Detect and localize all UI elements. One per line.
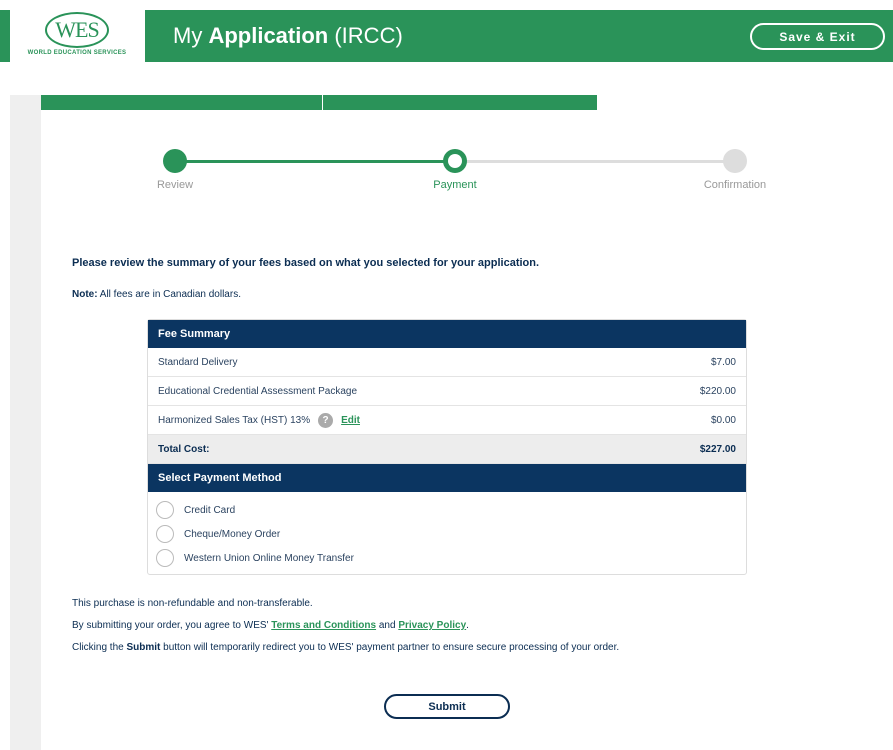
fee-summary-table: Fee Summary Standard Delivery $7.00 Educa…: [147, 319, 747, 575]
payment-method-header: Select Payment Method: [148, 464, 746, 492]
agreement-prefix: By submitting your order, you agree to W…: [72, 620, 272, 631]
app-header: My Application (IRCC) Save & Exit: [145, 10, 893, 62]
redirect-submit-word: Submit: [126, 642, 161, 653]
fee-amount: $7.00: [710, 357, 736, 368]
total-label: Total Cost:: [158, 444, 210, 455]
content-card: Review Payment Confirmation Please revie…: [41, 95, 853, 750]
stepper-line-pending: [455, 160, 735, 163]
payment-option-western-union[interactable]: Western Union Online Money Transfer: [148, 546, 746, 570]
submit-button[interactable]: Submit: [384, 694, 510, 719]
header-left-strip: [0, 10, 10, 62]
total-amount: $227.00: [699, 444, 736, 455]
note-label: Note:: [72, 289, 98, 300]
fee-amount: $220.00: [699, 386, 736, 397]
step-review-label: Review: [156, 179, 194, 191]
wes-logo[interactable]: WES WORLD EDUCATION SERVICES: [10, 10, 144, 62]
title-prefix: My: [173, 23, 203, 48]
fee-summary-header: Fee Summary: [148, 320, 746, 348]
intro-text: Please review the summary of your fees b…: [72, 257, 540, 269]
save-exit-button[interactable]: Save & Exit: [750, 23, 885, 50]
progress-segment-1: [41, 95, 322, 110]
currency-note: Note: All fees are in Canadian dollars.: [72, 289, 241, 300]
option-label: Western Union Online Money Transfer: [184, 552, 354, 564]
logo-mark: WES: [45, 12, 109, 48]
redirect-prefix: Clicking the: [72, 642, 127, 653]
refund-notice: This purchase is non-refundable and non-…: [72, 598, 313, 609]
fee-label: Educational Credential Assessment Packag…: [158, 386, 358, 397]
total-row: Total Cost: $227.00: [148, 435, 746, 464]
agreement-and: and: [376, 620, 399, 631]
note-text: All fees are in Canadian dollars.: [97, 289, 241, 300]
help-icon[interactable]: ?: [318, 412, 334, 428]
edit-tax-link[interactable]: Edit: [341, 415, 360, 426]
radio-button[interactable]: [156, 549, 174, 567]
step-confirmation-dot: [723, 149, 747, 173]
title-bold: Application: [208, 23, 329, 48]
privacy-link[interactable]: Privacy Policy: [398, 620, 467, 631]
fee-label: Harmonized Sales Tax (HST) 13%: [158, 415, 311, 426]
step-review-dot: [163, 149, 187, 173]
agreement-period: .: [466, 620, 469, 631]
progress-segment-2: [323, 95, 597, 110]
title-suffix: (IRCC): [334, 23, 403, 48]
table-row: Educational Credential Assessment Packag…: [148, 377, 746, 406]
logo-subtitle: WORLD EDUCATION SERVICES: [27, 50, 127, 56]
terms-link[interactable]: Terms and Conditions: [271, 620, 377, 631]
radio-button[interactable]: [156, 501, 174, 519]
option-label: Credit Card: [184, 504, 236, 516]
step-confirmation-label: Confirmation: [703, 179, 767, 191]
stepper-line-done: [175, 160, 455, 163]
table-row: Standard Delivery $7.00: [148, 348, 746, 377]
step-payment-label: Payment: [433, 179, 477, 191]
radio-button[interactable]: [156, 525, 174, 543]
fee-amount: $0.00: [710, 415, 736, 426]
table-row: Harmonized Sales Tax (HST) 13%? Edit $0.00: [148, 406, 746, 435]
agreement-text: By submitting your order, you agree to W…: [72, 620, 469, 631]
fee-label: Standard Delivery: [158, 357, 238, 368]
redirect-suffix: button will temporarily redirect you to …: [160, 642, 620, 653]
step-payment-dot-inner: [448, 154, 462, 168]
redirect-notice: Clicking the Submit button will temporar…: [72, 642, 619, 653]
page-title: My Application (IRCC): [173, 23, 403, 49]
option-label: Cheque/Money Order: [184, 528, 281, 540]
payment-option-cheque[interactable]: Cheque/Money Order: [148, 522, 746, 546]
payment-option-credit-card[interactable]: Credit Card: [148, 498, 746, 522]
